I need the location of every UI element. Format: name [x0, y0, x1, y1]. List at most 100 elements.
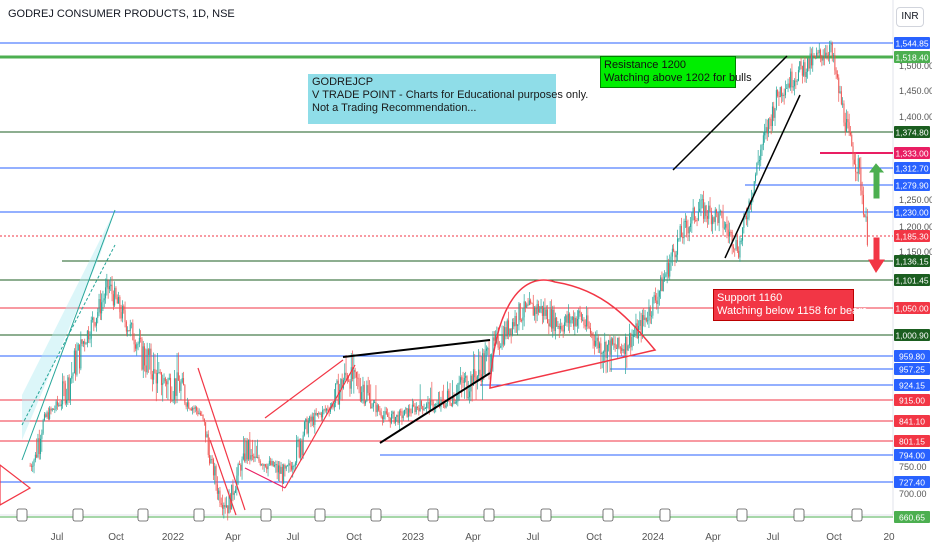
price-label[interactable]: 1,101.45 [894, 274, 930, 286]
x-tick-label: 2024 [642, 532, 665, 543]
candle-body [285, 465, 287, 469]
price-label[interactable]: 1,279.90 [894, 179, 930, 191]
candle-body [492, 337, 494, 355]
price-label[interactable]: 1,544.85 [894, 37, 930, 49]
earnings-icon[interactable] [314, 508, 326, 522]
price-label[interactable]: 957.25 [894, 363, 930, 375]
candle-body [588, 326, 590, 329]
candle-body [700, 199, 702, 209]
candle-body [33, 459, 35, 466]
earnings-icon[interactable] [72, 508, 84, 522]
candle-body [120, 312, 122, 319]
earnings-icon[interactable] [851, 508, 863, 522]
resistance-note[interactable]: Resistance 1200 Watching above 1202 for … [600, 56, 752, 88]
earnings-icon[interactable] [602, 508, 614, 522]
candle-body [303, 421, 305, 436]
candle-body [277, 465, 279, 473]
candle-body [340, 378, 342, 390]
candle-body [71, 375, 73, 379]
candle-body [45, 414, 47, 417]
earnings-icon[interactable] [540, 508, 552, 522]
info-note[interactable]: GODREJCP V TRADE POINT - Charts for Educ… [308, 74, 588, 124]
support-line-2: Watching below 1158 for bears [717, 305, 868, 317]
price-label[interactable]: 1,185.30 [894, 230, 930, 242]
price-label[interactable]: 1,312.70 [894, 162, 930, 174]
svg-text:660.65: 660.65 [899, 513, 925, 523]
candle-body [324, 409, 326, 411]
candle-body [253, 456, 255, 459]
candle-body [348, 380, 350, 382]
candle-body [125, 321, 127, 332]
candle-body [775, 90, 777, 109]
price-label[interactable]: 924.15 [894, 379, 930, 391]
candle-body [547, 309, 549, 324]
candle-body [270, 460, 272, 466]
candle-body [336, 380, 338, 384]
price-label[interactable]: 727.40 [894, 476, 930, 488]
candle-body [830, 42, 832, 45]
earnings-icon[interactable] [193, 508, 205, 522]
earnings-icon[interactable] [736, 508, 748, 522]
candle-body [660, 277, 662, 292]
candle-body [532, 303, 534, 316]
candle-body [183, 378, 185, 386]
price-label[interactable]: 1,518.40 [894, 51, 930, 63]
earnings-icon[interactable] [483, 508, 495, 522]
earnings-icon[interactable] [16, 508, 28, 522]
candle-body [73, 350, 75, 374]
candle-body [690, 223, 692, 228]
price-label[interactable]: 801.15 [894, 435, 930, 447]
price-label[interactable]: 841.10 [894, 415, 930, 427]
earnings-icon[interactable] [370, 508, 382, 522]
candle-body [855, 164, 857, 172]
candle-body [385, 411, 387, 414]
candle-body [810, 53, 812, 66]
candle-body [602, 351, 604, 353]
candle-body [713, 217, 715, 222]
candle-body [398, 411, 400, 424]
earnings-icon[interactable] [137, 508, 149, 522]
candle-body [289, 463, 291, 466]
candle-body [622, 349, 624, 351]
price-label[interactable]: 660.65 [894, 511, 930, 523]
currency-button[interactable]: INR [896, 7, 924, 27]
price-label[interactable]: 1,230.00 [894, 206, 930, 218]
candle-body [727, 229, 729, 236]
candle-body [227, 505, 229, 514]
earnings-icon[interactable] [793, 508, 805, 522]
price-label[interactable]: 915.00 [894, 394, 930, 406]
candle-body [680, 225, 682, 238]
candle-body [53, 408, 55, 410]
candle-body [436, 403, 438, 405]
candle-body [805, 71, 807, 77]
candle-body [405, 408, 407, 410]
candle-body [242, 453, 244, 460]
candle-body [66, 400, 68, 404]
candle-body [250, 455, 252, 460]
candle-body [550, 309, 552, 329]
candle-body [244, 453, 246, 462]
candle-body [327, 408, 329, 411]
candle-body [106, 280, 108, 288]
price-label[interactable]: 1,333.00 [894, 147, 930, 159]
x-tick-label: 2023 [402, 532, 425, 543]
wedge-lower [724, 94, 801, 259]
price-label[interactable]: 1,050.00 [894, 302, 930, 314]
price-label[interactable]: 1,374.80 [894, 126, 930, 138]
price-label[interactable]: 794.00 [894, 449, 930, 461]
candle-body [639, 320, 641, 326]
price-label[interactable]: 1,000.90 [894, 329, 930, 341]
earnings-icon[interactable] [659, 508, 671, 522]
svg-text:1,279.90: 1,279.90 [895, 181, 928, 191]
price-label[interactable]: 959.80 [894, 350, 930, 362]
candle-body [493, 337, 495, 341]
support-note[interactable]: Support 1160 Watching below 1158 for bea… [713, 289, 868, 321]
candle-body [111, 284, 113, 295]
earnings-icon[interactable] [260, 508, 272, 522]
price-label[interactable]: 1,136.15 [894, 255, 930, 267]
earnings-icon[interactable] [427, 508, 439, 522]
candle-body [628, 333, 630, 346]
candle-body [844, 122, 846, 132]
candle-body [388, 416, 390, 418]
